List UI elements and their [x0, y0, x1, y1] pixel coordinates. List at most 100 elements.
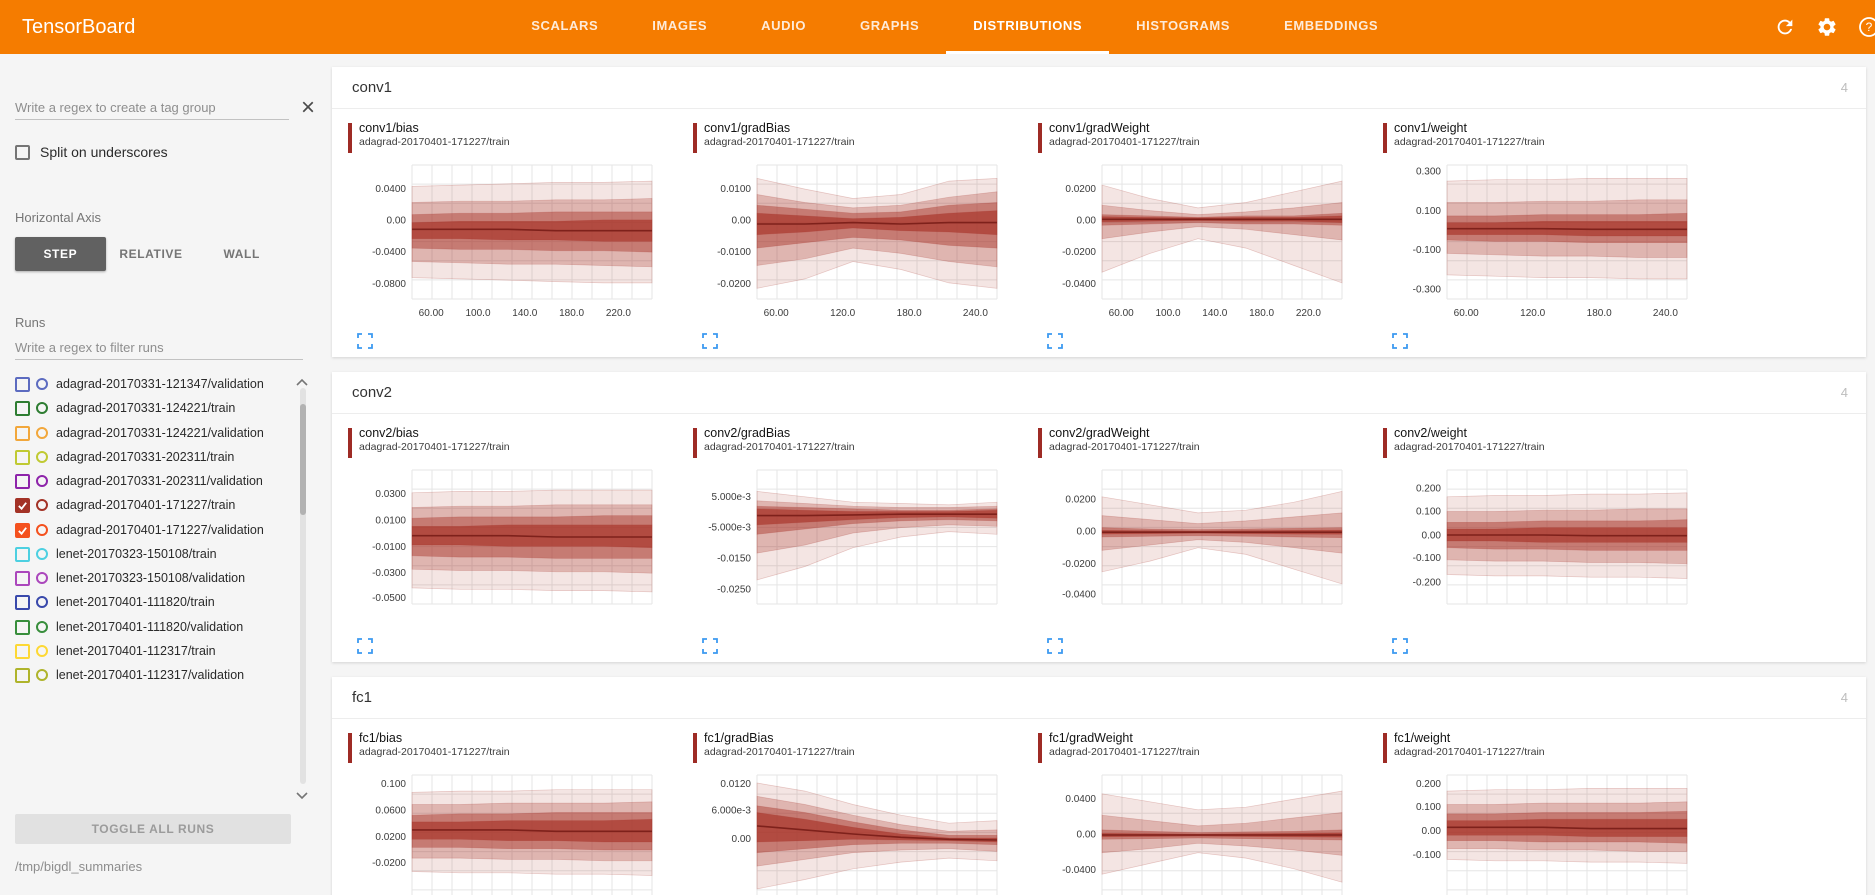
run-color-radio[interactable]: [36, 523, 48, 536]
run-color-radio[interactable]: [36, 596, 48, 609]
run-color-radio[interactable]: [36, 499, 48, 512]
svg-text:0.00: 0.00: [1422, 826, 1442, 837]
expand-chart-icon[interactable]: [1392, 333, 1408, 349]
toggle-all-runs-button[interactable]: TOGGLE ALL RUNS: [15, 814, 291, 844]
svg-text:-0.0250: -0.0250: [717, 584, 751, 595]
tab-distributions[interactable]: DISTRIBUTIONS: [946, 0, 1110, 54]
chart-title: conv2/gradWeight: [1049, 426, 1150, 440]
section-header[interactable]: conv2 4: [332, 372, 1866, 414]
run-visibility-checkbox[interactable]: [15, 425, 30, 441]
run-item[interactable]: lenet-20170401-111820/validation: [15, 615, 287, 639]
run-color-radio[interactable]: [36, 572, 48, 584]
axis-mode-wall[interactable]: WALL: [196, 237, 287, 271]
axis-mode-step[interactable]: STEP: [15, 237, 106, 271]
run-item[interactable]: adagrad-20170401-171227/train: [15, 493, 287, 517]
split-underscores-checkbox[interactable]: Split on underscores: [15, 144, 330, 160]
run-label: adagrad-20170331-202311/validation: [56, 474, 263, 488]
run-visibility-checkbox[interactable]: [15, 668, 30, 683]
run-label: adagrad-20170331-202311/train: [56, 449, 235, 464]
runs-filter-input[interactable]: [15, 336, 303, 360]
axis-mode-relative[interactable]: RELATIVE: [106, 237, 197, 271]
run-item[interactable]: adagrad-20170331-202311/train: [15, 445, 287, 469]
svg-text:0.00: 0.00: [1077, 830, 1097, 841]
run-item[interactable]: adagrad-20170331-121347/validation: [15, 372, 287, 396]
chart-header: conv1/gradBias adagrad-20170401-171227/tr…: [693, 121, 1038, 155]
tab-graphs[interactable]: GRAPHS: [860, 18, 920, 33]
svg-text:0.100: 0.100: [1416, 506, 1441, 517]
run-item[interactable]: lenet-20170323-150108/train: [15, 542, 287, 566]
section-count: 4: [1840, 690, 1848, 705]
section-title: conv2: [352, 384, 393, 401]
expand-chart-icon[interactable]: [1392, 638, 1408, 654]
run-color-radio[interactable]: [36, 450, 48, 463]
run-item[interactable]: lenet-20170401-111820/train: [15, 590, 287, 614]
svg-text:240.0: 240.0: [963, 308, 988, 319]
run-label: lenet-20170401-112317/validation: [56, 668, 245, 682]
run-visibility-checkbox[interactable]: [15, 546, 30, 562]
expand-chart-icon[interactable]: [357, 638, 373, 654]
checkbox-icon[interactable]: [15, 144, 30, 160]
run-visibility-checkbox[interactable]: [15, 401, 30, 417]
run-color-marker: [348, 123, 352, 153]
horizontal-axis-label: Horizontal Axis: [15, 210, 101, 225]
expand-chart-icon[interactable]: [702, 333, 718, 349]
sidebar: × Split on underscores Horizontal Axis S…: [0, 54, 330, 895]
run-item[interactable]: adagrad-20170331-124221/validation: [15, 421, 287, 445]
expand-chart-icon[interactable]: [1047, 333, 1063, 349]
header-icons: ?: [1774, 16, 1875, 38]
svg-text:180.0: 180.0: [1587, 308, 1612, 319]
tag-group-regex-input[interactable]: [15, 96, 289, 120]
tag-group-row: ×: [15, 96, 315, 120]
run-visibility-checkbox[interactable]: [15, 522, 30, 538]
runs-scrollbar-track[interactable]: [300, 388, 306, 784]
run-visibility-checkbox[interactable]: [15, 571, 30, 586]
refresh-icon[interactable]: [1774, 16, 1796, 38]
run-color-radio[interactable]: [36, 644, 48, 657]
tab-images[interactable]: IMAGES: [652, 18, 708, 33]
expand-chart-icon[interactable]: [1047, 638, 1063, 654]
run-item[interactable]: adagrad-20170331-124221/train: [15, 396, 287, 420]
chart-title: fc1/gradBias: [704, 731, 774, 745]
run-visibility-checkbox[interactable]: [15, 619, 30, 635]
settings-gear-icon[interactable]: [1816, 16, 1838, 38]
tab-scalars[interactable]: SCALARS: [531, 18, 599, 33]
help-icon[interactable]: ?: [1858, 16, 1875, 38]
run-visibility-checkbox[interactable]: [15, 595, 30, 611]
run-color-radio[interactable]: [36, 402, 48, 415]
tab-embeddings[interactable]: EMBEDDINGS: [1284, 18, 1379, 33]
tab-audio[interactable]: AUDIO: [761, 18, 807, 33]
expand-chart-icon[interactable]: [702, 638, 718, 654]
run-item[interactable]: lenet-20170401-112317/validation: [15, 663, 287, 687]
section-header[interactable]: fc1 4: [332, 677, 1866, 719]
run-item[interactable]: lenet-20170323-150108/validation: [15, 566, 287, 590]
chart-title: conv1/weight: [1394, 121, 1467, 135]
run-item[interactable]: adagrad-20170401-171227/validation: [15, 518, 287, 542]
svg-text:60.00: 60.00: [764, 308, 789, 319]
run-color-marker: [1383, 733, 1387, 763]
run-color-radio[interactable]: [36, 547, 48, 560]
section-header[interactable]: conv1 4: [332, 67, 1866, 109]
run-item[interactable]: adagrad-20170331-202311/validation: [15, 469, 287, 493]
runs-scrollbar-thumb[interactable]: [300, 403, 306, 515]
run-visibility-checkbox[interactable]: [15, 449, 30, 465]
close-icon[interactable]: ×: [300, 94, 315, 121]
expand-chart-icon[interactable]: [357, 333, 373, 349]
run-visibility-checkbox[interactable]: [15, 474, 30, 489]
scroll-up-icon[interactable]: [295, 374, 309, 386]
run-visibility-checkbox[interactable]: [15, 643, 30, 659]
run-visibility-checkbox[interactable]: [15, 377, 30, 392]
run-color-radio[interactable]: [36, 669, 48, 681]
run-color-radio[interactable]: [36, 475, 48, 487]
chart-header: conv1/bias adagrad-20170401-171227/train: [348, 121, 693, 155]
tab-histograms[interactable]: HISTOGRAMS: [1136, 18, 1231, 33]
run-item[interactable]: lenet-20170401-112317/train: [15, 639, 287, 663]
scroll-down-icon[interactable]: [295, 788, 309, 800]
run-color-radio[interactable]: [36, 426, 48, 439]
svg-text:0.00: 0.00: [732, 216, 752, 227]
svg-text:0.0300: 0.0300: [375, 489, 406, 500]
run-color-radio[interactable]: [36, 378, 48, 390]
chart-card: conv1/gradWeight adagrad-20170401-171227/…: [1038, 121, 1383, 349]
run-color-radio[interactable]: [36, 620, 48, 633]
nav-tabs: SCALARS IMAGES AUDIO GRAPHS DISTRIBUTIONS HIS…: [504, 0, 1405, 54]
run-visibility-checkbox[interactable]: [15, 498, 30, 514]
